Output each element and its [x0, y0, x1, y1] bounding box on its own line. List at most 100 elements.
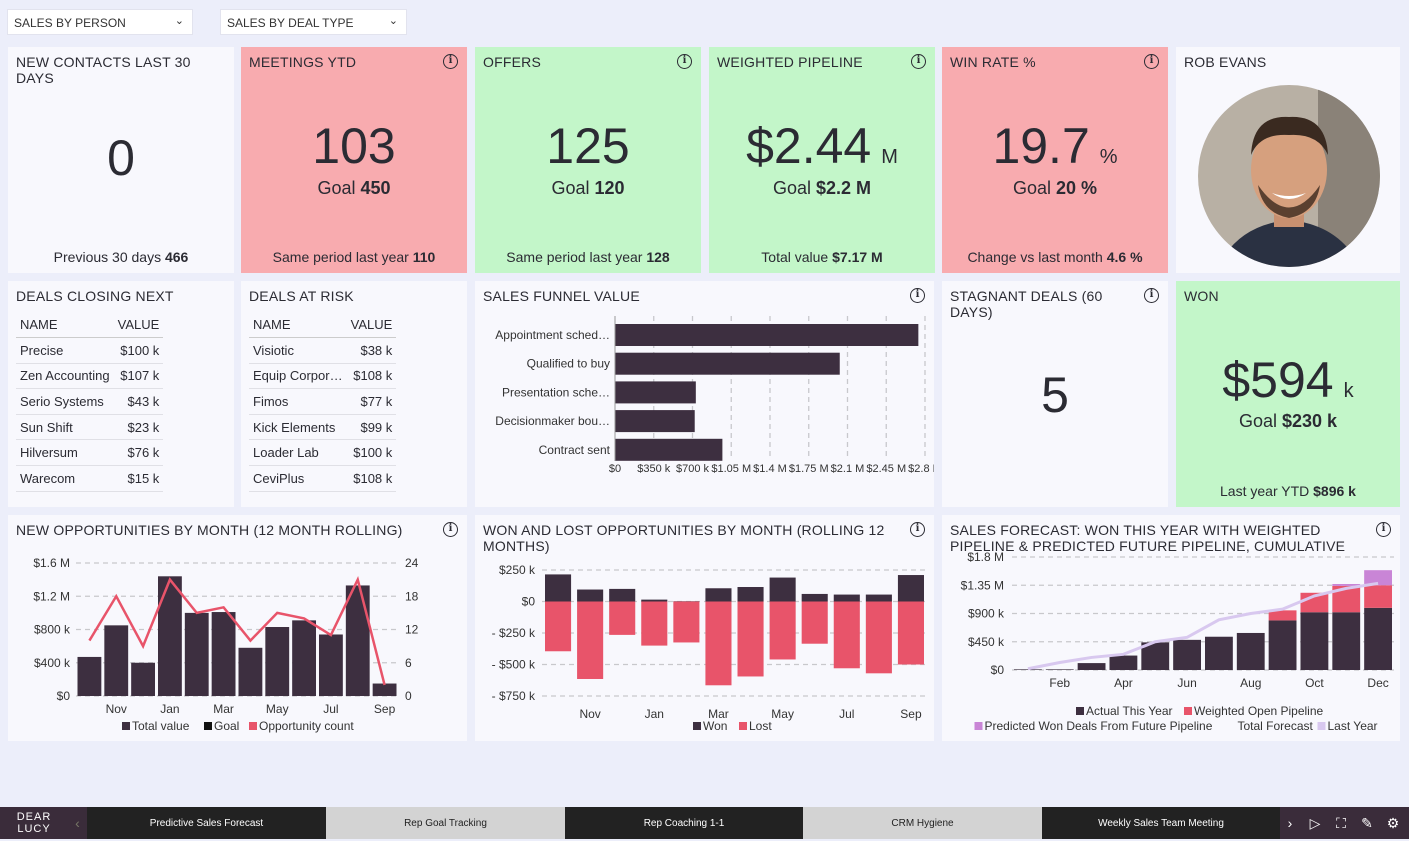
- legend-swatch: [1184, 707, 1192, 715]
- legend-label: Predicted Won Deals From Future Pipeline: [985, 719, 1213, 733]
- info-icon[interactable]: i: [910, 288, 925, 303]
- table-row[interactable]: Warecom$15 k: [16, 465, 163, 491]
- tab-weekly-sales-meeting[interactable]: Weekly Sales Team Meeting: [1042, 807, 1280, 839]
- sales-by-deal-type-select[interactable]: SALES BY DEAL TYPE⌄: [220, 9, 407, 35]
- deal-name: CeviPlus: [249, 465, 347, 491]
- y-tick-label: - $250 k: [492, 626, 536, 640]
- pencil-icon[interactable]: ✎: [1355, 807, 1379, 839]
- info-icon[interactable]: i: [1376, 522, 1391, 537]
- kpi-value: 103: [241, 117, 467, 175]
- y-tick-label: $900 k: [968, 607, 1005, 621]
- card-title: NEW CONTACTS LAST 30 DAYS: [16, 54, 206, 86]
- total-value-bar: [292, 620, 316, 696]
- y-tick-label: - $750 k: [492, 689, 536, 703]
- card-title: OFFERS: [483, 54, 673, 70]
- info-icon[interactable]: i: [677, 54, 692, 69]
- deal-name: Fimos: [249, 389, 347, 415]
- tab-rep-coaching[interactable]: Rep Coaching 1-1: [565, 807, 803, 839]
- kpi-stagnant-deals: STAGNANT DEALS (60 DAYS)i 5: [942, 281, 1168, 507]
- card-title: SALES FUNNEL VALUE: [483, 288, 906, 304]
- deal-name: Sun Shift: [16, 414, 114, 440]
- y-tick-label: $450 k: [968, 635, 1005, 649]
- info-icon[interactable]: i: [443, 522, 458, 537]
- tab-rep-goal-tracking[interactable]: Rep Goal Tracking: [326, 807, 565, 839]
- x-tick-label: Aug: [1240, 676, 1261, 690]
- total-value-bar: [185, 613, 209, 696]
- weighted-pipeline-bar: [1364, 585, 1392, 608]
- deal-name: Loader Lab: [249, 440, 347, 466]
- kpi-value: 0: [8, 129, 234, 187]
- total-value-bar: [239, 648, 263, 696]
- x-tick-label: Jan: [160, 702, 179, 716]
- x-tick-label: May: [771, 707, 794, 721]
- table-row[interactable]: Kick Elements$99 k: [249, 414, 396, 440]
- legend-swatch: [693, 722, 701, 730]
- x-tick-label: $1.05 M: [711, 463, 751, 475]
- x-tick-label: $0: [609, 463, 621, 475]
- y-tick-label: $0: [522, 595, 536, 609]
- card-title: ROB EVANS: [1184, 54, 1372, 70]
- x-tick-label: $2.45 M: [866, 463, 906, 475]
- x-tick-label: Nov: [579, 707, 600, 721]
- gear-icon[interactable]: ⚙: [1381, 807, 1405, 839]
- lost-bar: [577, 602, 603, 679]
- won-bar: [738, 587, 764, 601]
- x-tick-label: Sep: [900, 707, 922, 721]
- info-icon[interactable]: i: [443, 54, 458, 69]
- sales-by-person-select[interactable]: SALES BY PERSON⌄: [7, 9, 193, 35]
- column-header-name: NAME: [16, 315, 114, 338]
- table-row[interactable]: Precise$100 k: [16, 338, 163, 364]
- funnel-bar: [615, 353, 840, 375]
- table-row[interactable]: Visiotic$38 k: [249, 338, 396, 364]
- lost-bar: [545, 602, 571, 652]
- total-value-bar: [158, 576, 182, 696]
- total-value-bar: [78, 657, 102, 696]
- won-bar: [609, 589, 635, 602]
- won-bar: [802, 594, 828, 602]
- legend-label: Total Forecast: [1238, 719, 1314, 733]
- info-icon[interactable]: i: [910, 522, 925, 537]
- won-bar: [641, 600, 667, 602]
- table-row[interactable]: Equip Corpor…$108 k: [249, 363, 396, 389]
- chevron-right-icon[interactable]: ›: [1278, 807, 1302, 839]
- info-icon[interactable]: i: [1144, 288, 1159, 303]
- table-row[interactable]: Hilversum$76 k: [16, 440, 163, 466]
- total-value-bar: [346, 585, 370, 696]
- actual-bar: [1237, 633, 1265, 670]
- x-tick-label: Sep: [374, 702, 396, 716]
- kpi-new-contacts: NEW CONTACTS LAST 30 DAYS 0 Previous 30 …: [8, 47, 234, 273]
- total-value-bar: [319, 634, 343, 696]
- table-row[interactable]: Loader Lab$100 k: [249, 440, 396, 466]
- table-row[interactable]: CeviPlus$108 k: [249, 465, 396, 491]
- chevron-left-icon[interactable]: ‹: [68, 807, 87, 839]
- tab-predictive-sales-forecast[interactable]: Predictive Sales Forecast: [87, 807, 326, 839]
- won-bar: [834, 595, 860, 602]
- select-label: SALES BY DEAL TYPE: [227, 16, 354, 30]
- y-tick-label: $1.35 M: [961, 578, 1004, 592]
- card-title: DEALS AT RISK: [249, 288, 439, 304]
- table-row[interactable]: Serio Systems$43 k: [16, 389, 163, 415]
- kpi-footer: Same period last year 128: [475, 249, 701, 265]
- tab-crm-hygiene[interactable]: CRM Hygiene: [803, 807, 1042, 839]
- y-tick-label: $1.8 M: [967, 550, 1004, 564]
- info-icon[interactable]: i: [1144, 54, 1159, 69]
- y-tick-label: $0: [57, 689, 71, 703]
- table-row[interactable]: Zen Accounting$107 k: [16, 363, 163, 389]
- x-tick-label: May: [266, 702, 289, 716]
- y2-tick-label: 6: [405, 656, 412, 670]
- info-icon[interactable]: i: [911, 54, 926, 69]
- category-label: Contract sent: [539, 443, 611, 457]
- lost-bar: [898, 602, 924, 665]
- avatar: [1198, 85, 1380, 267]
- deal-value: $108 k: [347, 363, 397, 389]
- fullscreen-icon[interactable]: ⛶: [1329, 807, 1353, 839]
- actual-bar: [1301, 612, 1329, 670]
- table-row[interactable]: Fimos$77 k: [249, 389, 396, 415]
- play-icon[interactable]: ▷: [1303, 807, 1327, 839]
- table-row[interactable]: Sun Shift$23 k: [16, 414, 163, 440]
- deal-value: $76 k: [114, 440, 164, 466]
- card-title: WON: [1184, 288, 1372, 304]
